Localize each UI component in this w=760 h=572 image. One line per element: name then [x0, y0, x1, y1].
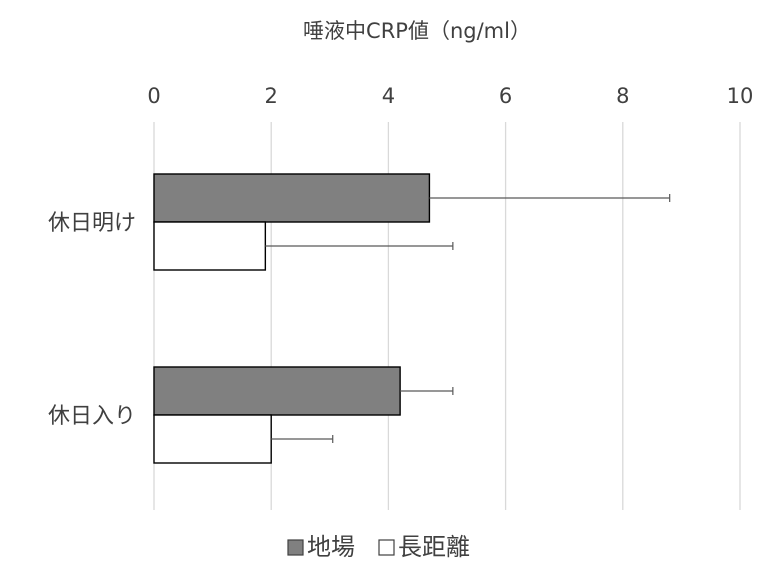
category-label: 休日入り: [48, 404, 136, 429]
legend-swatch: [378, 539, 395, 556]
legend-label: 長距離: [398, 533, 470, 561]
x-tick-label: 10: [727, 84, 754, 108]
legend-swatch: [287, 539, 304, 556]
x-tick-label: 0: [147, 84, 160, 108]
x-tick-label: 4: [382, 84, 395, 108]
legend-label: 地場: [307, 533, 355, 561]
legend: 地場 長距離: [287, 533, 470, 561]
bar: [153, 221, 267, 271]
chart-title: 唾液中CRP値（ng/ml）: [303, 19, 531, 43]
category-label: 休日明け: [48, 211, 136, 236]
bar: [153, 366, 401, 416]
x-tick-label: 6: [499, 84, 512, 108]
bar: [153, 414, 272, 464]
x-tick-label: 8: [616, 84, 629, 108]
error-bars: [265, 194, 671, 443]
bar: [153, 173, 431, 223]
bars: [153, 173, 431, 464]
x-tick-label: 2: [265, 84, 278, 108]
x-tick-labels: 0 2 4 6 8 10: [147, 84, 753, 108]
